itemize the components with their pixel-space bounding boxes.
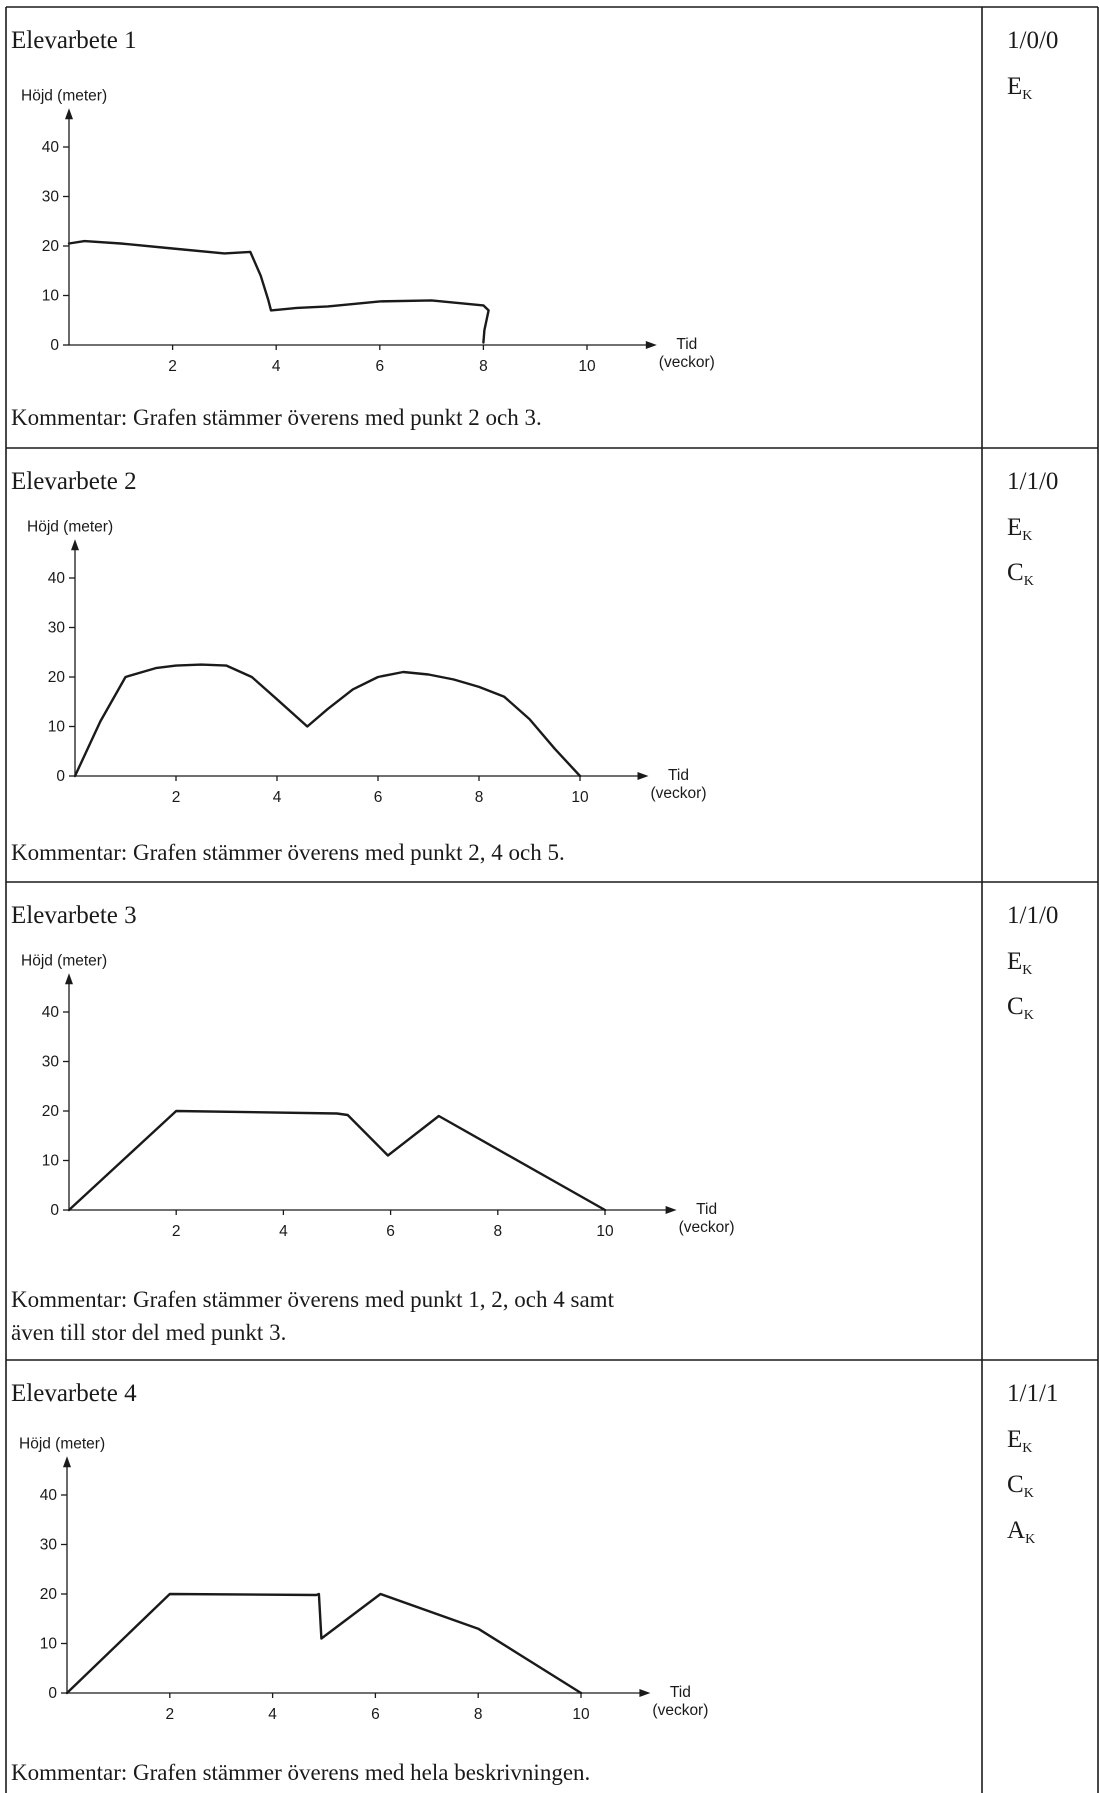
x-axis-label: Tid [676,336,697,353]
y-tick-label: 30 [48,620,66,637]
x-tick-label: 8 [475,789,484,806]
criterion-mark: CK [1007,559,1034,589]
x-tick-label: 10 [596,1223,614,1240]
table-grid [5,6,1099,1793]
score-value: 1/1/0 [1007,468,1058,495]
score-value: 1/1/1 [1007,1380,1058,1407]
y-tick-label: 0 [56,768,65,785]
y-tick-label: 0 [50,337,59,354]
row-title: Elevarbete 2 [11,468,137,495]
x-axis-unit-label: (veckor) [679,1219,735,1236]
x-axis-arrow [645,341,657,349]
row-title: Elevarbete 1 [11,27,137,54]
x-axis-label: Tid [668,767,689,784]
row-title: Elevarbete 3 [11,902,137,929]
comment-line: Kommentar: Grafen stämmer överens med pu… [11,405,542,430]
score-cell: 1/1/1 EK CK AK [1007,1380,1058,1547]
x-tick-label: 2 [168,358,177,375]
x-axis-arrow [639,1689,651,1697]
x-axis-arrow [637,772,649,780]
y-tick-label: 40 [48,570,66,587]
y-tick-label: 10 [42,1153,60,1170]
y-tick-label: 40 [42,1004,60,1021]
x-tick-label: 4 [273,789,282,806]
x-tick-label: 8 [493,1223,502,1240]
x-tick-label: 8 [479,358,488,375]
row-title: Elevarbete 4 [11,1380,137,1407]
score-cell: 1/1/0 EK CK [1007,468,1058,589]
y-tick-label: 10 [40,1636,58,1653]
y-tick-label: 20 [40,1586,58,1603]
height-time-chart: 0 10 20 30 40 2 4 6 8 10 Höjd (meter) Tid(veckor) [21,87,715,375]
criterion-mark: EK [1007,73,1032,103]
series-line [73,663,582,778]
x-tick-label: 6 [375,358,384,375]
student-work-row-3: Elevarbete 3 0 10 20 30 40 2 4 6 8 10 Höjd (meter)… [11,902,1058,1345]
x-axis-label: Tid [670,1684,691,1701]
x-tick-label: 10 [571,789,589,806]
x-tick-label: 2 [165,1706,174,1723]
criterion-mark: EK [1007,948,1032,978]
x-tick-label: 6 [374,789,383,806]
y-axis-label: Höjd (meter) [21,87,107,104]
score-value: 1/1/0 [1007,902,1058,929]
student-work-row-1: Elevarbete 1 0 10 20 30 40 2 4 6 8 10 Höjd (meter)… [11,27,1058,430]
x-axis-unit-label: (veckor) [652,1702,708,1719]
score-value: 1/0/0 [1007,27,1058,54]
x-tick-label: 6 [386,1223,395,1240]
y-axis-arrow [63,1456,71,1468]
criterion-mark: EK [1007,1426,1032,1456]
y-tick-label: 30 [40,1537,58,1554]
height-time-chart: 0 10 20 30 40 2 4 6 8 10 Höjd (meter) Tid(veckor) [21,952,735,1240]
y-axis-arrow [65,973,73,985]
series-line [65,1592,583,1695]
series-line [67,239,490,344]
score-cell: 1/1/0 EK CK [1007,902,1058,1023]
x-axis-label: Tid [696,1201,717,1218]
y-tick-label: 20 [48,669,66,686]
x-axis-unit-label: (veckor) [659,354,715,371]
y-axis-arrow [65,108,73,120]
criterion-mark: AK [1007,1517,1035,1547]
x-axis-arrow [665,1206,677,1214]
y-axis-label: Höjd (meter) [19,1435,105,1452]
series-line [67,1109,607,1212]
comment-line: Kommentar: Grafen stämmer överens med pu… [11,1287,615,1312]
x-tick-label: 4 [279,1223,288,1240]
x-tick-label: 10 [578,358,596,375]
x-tick-label: 4 [268,1706,277,1723]
y-axis-arrow [71,539,79,551]
y-axis-label: Höjd (meter) [21,952,107,969]
criterion-mark: EK [1007,514,1032,544]
student-work-row-4: Elevarbete 4 0 10 20 30 40 2 4 6 8 10 Höjd (meter)… [11,1380,1058,1785]
y-axis-label: Höjd (meter) [27,518,113,535]
y-tick-label: 40 [42,139,60,156]
criterion-mark: CK [1007,993,1034,1023]
comment-line: Kommentar: Grafen stämmer överens med he… [11,1760,590,1785]
y-tick-label: 20 [42,1103,60,1120]
x-tick-label: 2 [172,1223,181,1240]
y-tick-label: 40 [40,1487,58,1504]
y-tick-label: 20 [42,238,60,255]
score-cell: 1/0/0 EK [1007,27,1058,103]
x-tick-label: 2 [172,789,181,806]
student-work-row-2: Elevarbete 2 0 10 20 30 40 2 4 6 8 10 Höjd (meter)… [11,468,1058,865]
x-tick-label: 8 [474,1706,483,1723]
criterion-mark: CK [1007,1471,1034,1501]
height-time-chart: 0 10 20 30 40 2 4 6 8 10 Höjd (meter) Tid(veckor) [27,518,706,806]
y-tick-label: 0 [48,1685,57,1702]
height-time-chart: 0 10 20 30 40 2 4 6 8 10 Höjd (meter) Tid(veckor) [19,1435,708,1723]
x-tick-label: 6 [371,1706,380,1723]
comment-line: Kommentar: Grafen stämmer överens med pu… [11,840,565,865]
y-tick-label: 0 [50,1202,59,1219]
x-tick-label: 4 [272,358,281,375]
x-axis-unit-label: (veckor) [651,785,707,802]
y-tick-label: 10 [42,288,60,305]
y-tick-label: 10 [48,719,66,736]
x-tick-label: 10 [572,1706,590,1723]
y-tick-label: 30 [42,1054,60,1071]
comment-line: även till stor del med punkt 3. [11,1320,286,1345]
y-tick-label: 30 [42,189,60,206]
